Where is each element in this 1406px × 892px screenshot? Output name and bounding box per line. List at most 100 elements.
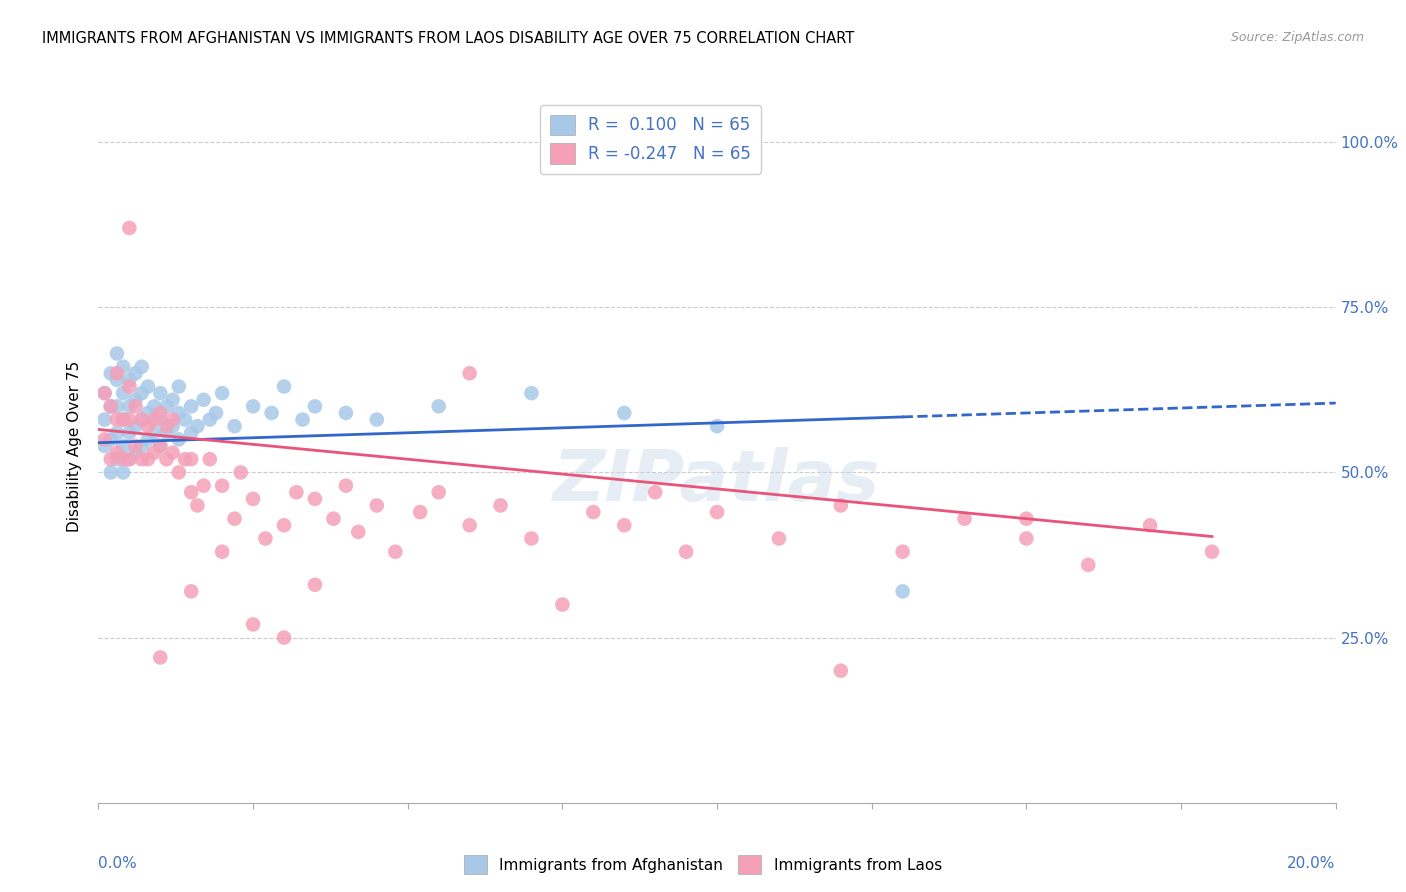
Point xyxy=(409,505,432,519)
Point xyxy=(224,419,246,434)
Point xyxy=(1077,558,1099,572)
Point xyxy=(112,412,135,426)
Point xyxy=(149,650,172,665)
Point xyxy=(149,439,172,453)
Point xyxy=(100,367,122,381)
Point xyxy=(100,466,122,480)
Point xyxy=(131,439,153,453)
Point xyxy=(100,433,122,447)
Point xyxy=(644,485,666,500)
Point xyxy=(118,379,141,393)
Point xyxy=(136,379,159,393)
Point xyxy=(136,406,159,420)
Point xyxy=(118,452,141,467)
Point xyxy=(285,485,308,500)
Point xyxy=(273,631,295,645)
Point xyxy=(167,466,190,480)
Y-axis label: Disability Age Over 75: Disability Age Over 75 xyxy=(67,360,83,532)
Point xyxy=(167,406,190,420)
Point xyxy=(211,545,233,559)
Point xyxy=(186,419,208,434)
Point xyxy=(124,367,146,381)
Point xyxy=(953,511,976,525)
Point xyxy=(93,412,115,426)
Point xyxy=(551,598,574,612)
Text: Source: ZipAtlas.com: Source: ZipAtlas.com xyxy=(1230,31,1364,45)
Point xyxy=(143,400,166,414)
Text: 20.0%: 20.0% xyxy=(1288,856,1336,871)
Point xyxy=(155,425,177,440)
Point xyxy=(706,505,728,519)
Point xyxy=(118,373,141,387)
Point xyxy=(384,545,406,559)
Point xyxy=(167,433,190,447)
Point xyxy=(613,518,636,533)
Legend: Immigrants from Afghanistan, Immigrants from Laos: Immigrants from Afghanistan, Immigrants … xyxy=(458,849,948,880)
Point xyxy=(93,439,115,453)
Point xyxy=(180,584,202,599)
Point xyxy=(167,379,190,393)
Point xyxy=(118,425,141,440)
Point xyxy=(112,466,135,480)
Point xyxy=(675,545,697,559)
Point xyxy=(366,499,388,513)
Point xyxy=(229,466,252,480)
Point xyxy=(162,412,184,426)
Point xyxy=(193,392,215,407)
Point xyxy=(205,406,228,420)
Point xyxy=(143,412,166,426)
Point xyxy=(193,478,215,492)
Point xyxy=(131,386,153,401)
Point xyxy=(118,221,141,235)
Point xyxy=(118,412,141,426)
Point xyxy=(131,412,153,426)
Point xyxy=(427,400,450,414)
Point xyxy=(118,452,141,467)
Point xyxy=(118,400,141,414)
Point xyxy=(149,412,172,426)
Point xyxy=(830,499,852,513)
Point xyxy=(124,400,146,414)
Point xyxy=(489,499,512,513)
Point xyxy=(1015,532,1038,546)
Point xyxy=(136,452,159,467)
Point xyxy=(136,433,159,447)
Point xyxy=(180,452,202,467)
Point xyxy=(162,445,184,459)
Point xyxy=(706,419,728,434)
Point xyxy=(155,419,177,434)
Point xyxy=(112,452,135,467)
Point xyxy=(112,359,135,374)
Point xyxy=(124,439,146,453)
Point xyxy=(180,425,202,440)
Point xyxy=(613,406,636,420)
Point xyxy=(211,478,233,492)
Point xyxy=(174,452,197,467)
Point xyxy=(143,425,166,440)
Point xyxy=(124,445,146,459)
Point xyxy=(1015,511,1038,525)
Point xyxy=(335,406,357,420)
Point xyxy=(1201,545,1223,559)
Point xyxy=(93,386,115,401)
Point xyxy=(105,400,128,414)
Point xyxy=(93,386,115,401)
Point xyxy=(458,518,481,533)
Point xyxy=(105,425,128,440)
Point xyxy=(427,485,450,500)
Point xyxy=(162,419,184,434)
Point xyxy=(174,412,197,426)
Point xyxy=(242,491,264,506)
Point xyxy=(131,359,153,374)
Point xyxy=(180,485,202,500)
Point xyxy=(242,400,264,414)
Point xyxy=(149,386,172,401)
Point xyxy=(149,439,172,453)
Point xyxy=(304,491,326,506)
Point xyxy=(242,617,264,632)
Point xyxy=(520,532,543,546)
Point xyxy=(124,392,146,407)
Point xyxy=(180,400,202,414)
Point xyxy=(304,578,326,592)
Point xyxy=(124,419,146,434)
